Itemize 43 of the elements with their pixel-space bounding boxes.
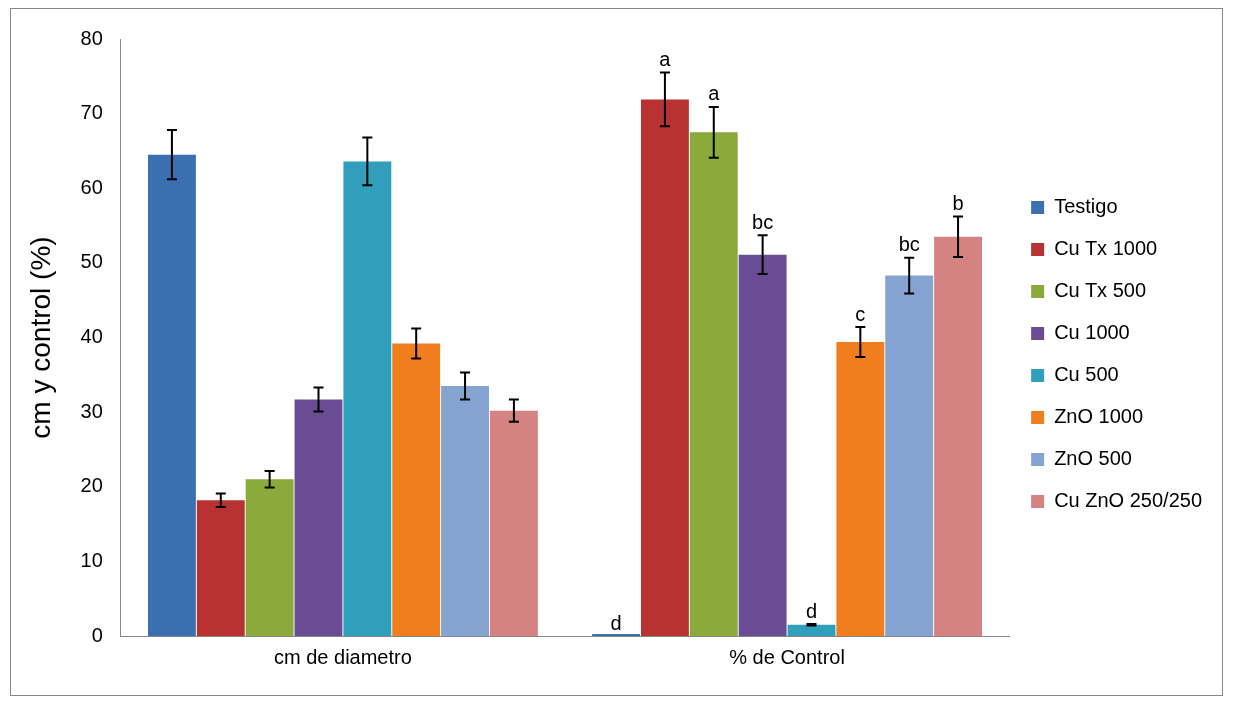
- bar: [640, 99, 689, 636]
- legend-label: ZnO 1000: [1054, 405, 1144, 428]
- bar: [787, 624, 836, 636]
- y-tick-label: 30: [80, 399, 103, 422]
- y-tick-label: 50: [80, 250, 103, 273]
- y-tick-label: 0: [91, 623, 103, 646]
- bar: [836, 341, 885, 636]
- bar: [489, 410, 538, 636]
- data-label: d: [610, 611, 622, 634]
- y-tick-label: 10: [80, 548, 103, 571]
- bar: [738, 254, 787, 636]
- bar: [196, 500, 245, 636]
- bar: [245, 479, 294, 636]
- data-label: b: [952, 192, 964, 215]
- legend-label: Cu ZnO 250/250: [1054, 489, 1202, 512]
- bar: [934, 236, 982, 636]
- y-tick-label: 80: [80, 26, 103, 49]
- data-label: c: [855, 302, 866, 325]
- data-label: bc: [752, 210, 774, 233]
- legend-label: ZnO 500: [1054, 447, 1132, 470]
- legend-label: Cu 1000: [1054, 321, 1130, 344]
- bar: [689, 132, 738, 636]
- y-tick-label: 70: [80, 101, 103, 124]
- x-tick-label: % de Control: [729, 645, 845, 668]
- legend-label: Testigo: [1054, 195, 1118, 218]
- data-label: d: [805, 599, 818, 622]
- y-axis-title: cm y control (%): [24, 236, 56, 439]
- bar: [294, 399, 343, 636]
- legend-label: Cu 500: [1054, 363, 1119, 386]
- x-tick-label: cm de diametro: [273, 645, 412, 668]
- bar: [343, 161, 392, 636]
- bar: [885, 275, 934, 636]
- legend-label: Cu Tx 1000: [1054, 237, 1158, 260]
- bar: [147, 154, 196, 636]
- y-tick-label: 20: [80, 474, 103, 497]
- data-label: bc: [898, 233, 920, 256]
- legend-label: Cu Tx 500: [1054, 279, 1147, 302]
- y-tick-label: 60: [80, 175, 103, 198]
- bar: [441, 386, 489, 636]
- y-tick-label: 40: [80, 325, 103, 348]
- data-label: a: [708, 82, 721, 105]
- data-label: a: [659, 48, 672, 71]
- bar: [392, 343, 441, 636]
